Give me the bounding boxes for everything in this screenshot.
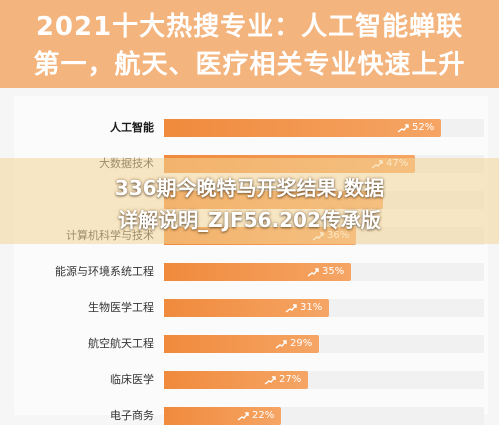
category-label: 临床医学 [110, 373, 154, 386]
category-label: 航空航天工程 [88, 337, 154, 350]
overlay-text-line-1: 336期今晚特马开奖结果,数据 [114, 176, 385, 200]
bar [164, 263, 351, 281]
trend-up-icon [397, 124, 409, 133]
bar [164, 371, 308, 389]
bar [164, 335, 319, 353]
bar [164, 299, 329, 317]
bar-value-label: 52% [412, 122, 435, 133]
category-label: 电子商务 [110, 409, 154, 422]
category-label: 能源与环境系统工程 [55, 265, 154, 278]
trend-up-icon [285, 304, 297, 313]
trend-up-icon [275, 340, 287, 349]
header-banner: 2021十大热搜专业：人工智能蝉联 第一，航天、医疗相关专业快速上升 [0, 0, 499, 88]
bar-value-label: 35% [322, 266, 345, 277]
overlay-text-line-2: 详解说明_ZJF56.202传承版 [118, 208, 381, 232]
bar-value-label: 22% [252, 410, 275, 421]
category-label: 人工智能 [110, 121, 154, 134]
trend-up-icon [264, 376, 276, 385]
header-title-line-1: 2021十大热搜专业：人工智能蝉联 [35, 12, 464, 42]
header-title-line-2: 第一，航天、医疗相关专业快速上升 [33, 50, 466, 80]
bar-value-label: 27% [279, 374, 302, 385]
category-label: 生物医学工程 [88, 301, 154, 314]
bar-value-label: 29% [290, 338, 313, 349]
chart-panel: 人工智能52%大数据技术47%计算机科学与技术36%能源与环境系统工程35%生物… [14, 96, 488, 425]
watermark-overlay: 336期今晚特马开奖结果,数据 详解说明_ZJF56.202传承版 [0, 158, 499, 244]
bar [164, 119, 441, 137]
trend-up-icon [307, 268, 319, 277]
bar-value-label: 31% [300, 302, 323, 313]
trend-up-icon [237, 412, 249, 421]
